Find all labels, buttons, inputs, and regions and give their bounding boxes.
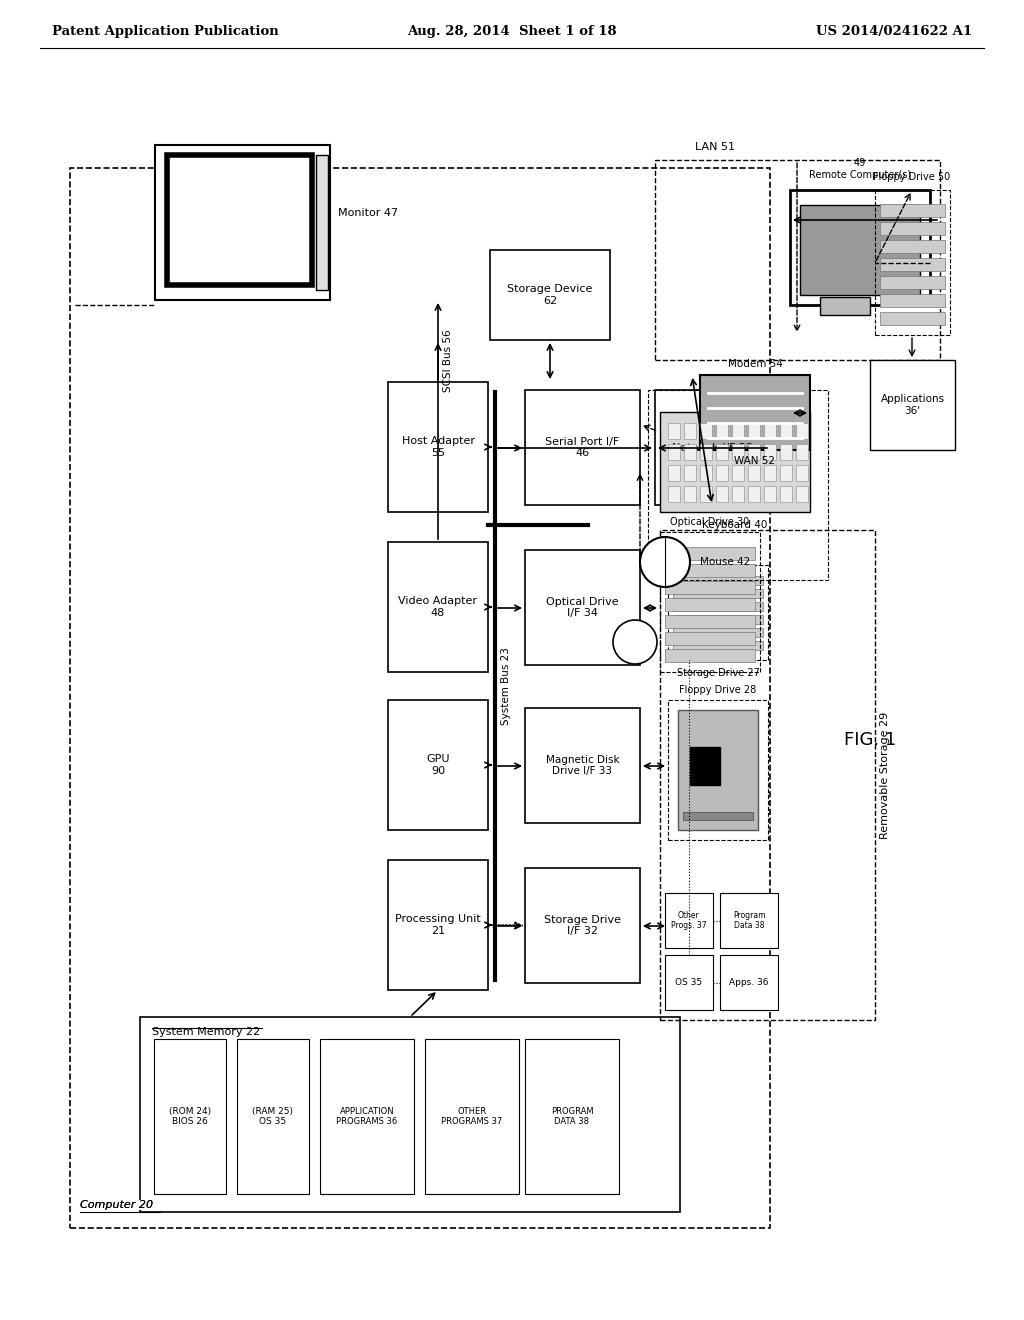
Bar xyxy=(665,598,755,611)
Bar xyxy=(655,160,940,360)
Bar xyxy=(716,465,728,480)
Bar xyxy=(525,389,640,506)
Bar xyxy=(748,486,760,502)
Text: Optical Drive 30: Optical Drive 30 xyxy=(671,517,750,527)
Bar xyxy=(716,422,728,440)
Bar xyxy=(673,628,763,638)
Text: Other
Progs. 37: Other Progs. 37 xyxy=(671,911,707,931)
Text: Storage Drive 27: Storage Drive 27 xyxy=(677,668,760,678)
Bar xyxy=(732,444,744,459)
Bar xyxy=(748,444,760,459)
Text: (ROM 24)
BIOS 26: (ROM 24) BIOS 26 xyxy=(169,1106,211,1126)
Bar xyxy=(796,465,808,480)
Bar xyxy=(525,550,640,665)
Bar xyxy=(684,444,696,459)
Bar xyxy=(700,375,810,450)
Text: Computer 20: Computer 20 xyxy=(80,1200,154,1210)
Bar xyxy=(673,589,763,598)
Bar xyxy=(237,1039,309,1195)
Bar xyxy=(525,708,640,822)
Bar xyxy=(764,486,776,502)
Bar xyxy=(525,1039,618,1195)
Text: Remote Computer(s): Remote Computer(s) xyxy=(809,170,911,180)
Text: OTHER
PROGRAMS 37: OTHER PROGRAMS 37 xyxy=(441,1106,503,1126)
Bar xyxy=(665,649,755,663)
Bar xyxy=(684,486,696,502)
Bar xyxy=(668,565,768,660)
Bar xyxy=(764,444,776,459)
Bar xyxy=(648,389,828,579)
Circle shape xyxy=(640,537,690,587)
Bar xyxy=(660,412,810,512)
Bar xyxy=(665,564,755,577)
Bar xyxy=(700,422,712,440)
Text: Computer 20: Computer 20 xyxy=(80,1200,154,1210)
Bar xyxy=(683,812,753,820)
Bar xyxy=(665,546,755,560)
Bar xyxy=(155,145,330,300)
Bar xyxy=(874,190,950,335)
Bar xyxy=(655,389,770,506)
Text: US 2014/0241622 A1: US 2014/0241622 A1 xyxy=(816,25,972,38)
Bar xyxy=(673,602,763,611)
Text: GPU
90: GPU 90 xyxy=(426,754,450,776)
Bar xyxy=(796,444,808,459)
Bar xyxy=(660,531,874,1020)
Bar xyxy=(880,294,945,308)
Bar xyxy=(665,632,755,645)
Text: Storage Drive
I/F 32: Storage Drive I/F 32 xyxy=(544,915,621,936)
Bar xyxy=(668,422,680,440)
Text: Storage Device
62: Storage Device 62 xyxy=(507,284,593,306)
Text: Magnetic Disk
Drive I/F 33: Magnetic Disk Drive I/F 33 xyxy=(546,755,620,776)
Bar xyxy=(732,486,744,502)
Text: Floppy Drive 50: Floppy Drive 50 xyxy=(873,172,950,182)
Bar xyxy=(678,710,758,830)
Bar xyxy=(665,615,755,628)
Bar xyxy=(880,240,945,253)
Circle shape xyxy=(613,620,657,664)
Bar xyxy=(388,381,488,512)
Text: Modem 54: Modem 54 xyxy=(728,359,782,370)
Text: 31: 31 xyxy=(636,647,648,657)
Bar xyxy=(732,422,744,440)
Bar xyxy=(425,1039,519,1195)
Bar xyxy=(70,168,770,1228)
Text: Serial Port I/F
46: Serial Port I/F 46 xyxy=(546,437,620,458)
Bar xyxy=(780,444,792,459)
Bar xyxy=(684,465,696,480)
Bar xyxy=(319,1039,414,1195)
Text: Network I/F 53: Network I/F 53 xyxy=(672,442,753,453)
Bar xyxy=(154,1039,226,1195)
Text: Removable Storage 29: Removable Storage 29 xyxy=(880,711,890,838)
Bar xyxy=(748,465,760,480)
Bar xyxy=(800,205,920,294)
Bar xyxy=(820,297,870,315)
Text: WAN 52: WAN 52 xyxy=(734,455,775,466)
Bar xyxy=(660,532,760,672)
Bar xyxy=(796,486,808,502)
Bar xyxy=(796,422,808,440)
Text: Program
Data 38: Program Data 38 xyxy=(733,911,765,931)
Text: System Bus 23: System Bus 23 xyxy=(501,647,511,725)
Text: Floppy Drive 28: Floppy Drive 28 xyxy=(679,685,757,696)
Bar xyxy=(668,700,768,840)
Bar xyxy=(665,954,713,1010)
Text: System Memory 22: System Memory 22 xyxy=(152,1027,260,1038)
Bar xyxy=(684,422,696,440)
Bar xyxy=(665,581,755,594)
Bar xyxy=(720,954,778,1010)
Bar xyxy=(388,861,488,990)
Bar xyxy=(700,486,712,502)
Text: 49: 49 xyxy=(854,158,866,168)
Bar xyxy=(880,312,945,325)
Bar xyxy=(870,360,955,450)
Bar xyxy=(748,422,760,440)
Text: Video Adapter
48: Video Adapter 48 xyxy=(398,597,477,618)
Bar xyxy=(525,869,640,983)
Text: Apps. 36: Apps. 36 xyxy=(729,978,769,987)
Bar xyxy=(732,465,744,480)
Text: Aug. 28, 2014  Sheet 1 of 18: Aug. 28, 2014 Sheet 1 of 18 xyxy=(408,25,616,38)
Text: Patent Application Publication: Patent Application Publication xyxy=(52,25,279,38)
Bar xyxy=(668,444,680,459)
Bar xyxy=(880,222,945,235)
